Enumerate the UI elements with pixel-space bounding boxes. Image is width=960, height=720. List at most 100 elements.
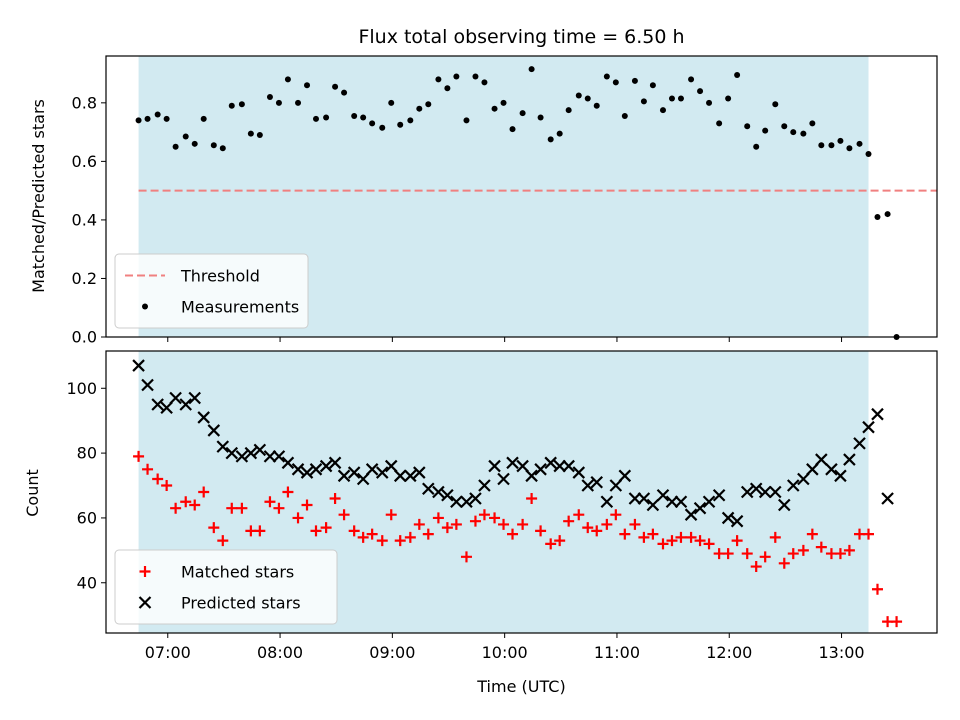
count-series-1-point [684,508,698,521]
ratio-series-0-point [341,89,348,96]
count-series-0-point [806,528,818,540]
count-series-1-point [806,463,819,476]
count-series-1-point [253,443,267,457]
count-series-0-point [703,538,715,550]
count-series-0-point [694,535,706,547]
count-series-1-point [758,485,772,499]
ratio-series-0-point [228,102,235,109]
count-series-1-point [272,450,286,463]
count-series-0-point [629,518,641,530]
ratio-series-0-point [509,126,516,133]
ratio-legend-box [114,253,309,329]
count-series-1-point [309,463,323,476]
ratio-series-0-point [369,120,376,127]
ratio-series-0-point [884,211,891,218]
count-series-1-point [590,475,604,489]
count-series-0-point [142,463,154,475]
ratio-series-0-point [275,99,282,106]
count-series-1-point [834,469,847,483]
x-tick-label: 08:00 [257,643,303,662]
ratio-series-0-point [154,111,161,118]
count-series-1-point [216,440,230,453]
ratio-series-0-point [191,140,198,147]
ratio-series-0-point [416,105,423,112]
count-series-0-point [778,557,790,569]
count-series-0-point [348,525,360,537]
ratio-series-0-point [697,88,704,95]
ratio-series-0-point [247,130,254,137]
count-series-1-point [797,472,810,486]
count-series-0-point [170,502,182,514]
count-series-1-point [365,463,379,476]
count-series-1-point [179,398,193,411]
count-series-0-point [582,522,594,534]
count-series-0-point [871,583,883,595]
ratio-series-0-point [744,123,751,130]
count-series-0-point [320,522,332,534]
count-series-1-point [637,492,651,505]
count-series-1-point [656,488,670,502]
count-legend-label: Predicted stars [181,594,301,613]
count-series-0-point [198,486,210,498]
count-series-1-point [375,466,389,479]
ratio-series-0-point [219,145,226,152]
ratio-series-0-point [435,76,442,83]
ratio-series-0-point [500,99,507,106]
count-series-0-point [366,528,378,540]
count-series-0-point [638,531,650,543]
count-y-tick-label: 100 [66,379,97,398]
count-series-0-point [619,528,631,540]
count-series-1-point [432,485,445,499]
ratio-series-0-point [837,137,844,144]
count-series-1-point [393,469,407,483]
count-series-0-point [591,525,603,537]
count-series-0-point [787,548,799,560]
x-tick-label: 07:00 [145,643,191,662]
ratio-series-0-point [172,143,179,150]
count-series-1-point [525,469,538,483]
ratio-series-0-point [612,79,619,86]
count-series-1-point [853,437,866,450]
ratio-series-0-point [772,101,779,108]
ratio-series-0-point [593,102,600,109]
count-series-0-point [498,518,510,530]
count-series-0-point [413,518,425,530]
count-series-1-point [384,459,398,473]
count-series-1-point [413,466,426,479]
ratio-series-0-point [519,110,526,117]
count-series-1-point [609,479,623,492]
count-series-1-point [244,446,258,460]
count-series-1-point [665,495,679,509]
ratio-series-0-point [491,105,498,112]
count-series-1-point [441,488,454,502]
count-series-0-point [385,509,397,521]
count-series-1-point [347,466,361,479]
count-series-0-point [338,509,350,521]
ratio-series-0-point [631,77,638,84]
count-series-1-point [291,463,305,476]
count-series-0-point [526,492,538,504]
count-series-1-point [786,479,800,492]
ratio-series-0-point [828,142,835,149]
count-legend-label: Matched stars [181,563,294,582]
count-series-1-point [207,424,221,437]
ratio-series-0-point [640,98,647,105]
count-y-tick-label: 60 [77,508,97,527]
count-series-0-point [610,509,622,521]
ratio-series-0-point [818,142,825,149]
count-series-0-point [189,499,201,511]
x-tick-label: 12:00 [706,643,752,662]
x-axis-title: Time (UTC) [476,677,565,696]
ratio-series-0-point [734,72,741,79]
ratio-series-0-point [351,113,358,120]
ratio-series-0-point [284,76,291,83]
ratio-y-axis-title: Matched/Predicted stars [29,99,48,293]
count-series-1-point [506,456,519,470]
count-series-1-point [777,498,791,512]
count-series-0-point [507,528,519,540]
x-tick-label: 09:00 [369,643,415,662]
count-series-1-point [544,456,557,470]
ratio-series-0-point [135,117,142,124]
ratio-panel: 0.00.20.40.60.8 Matched/Predicted stars … [29,55,938,347]
ratio-series-0-point [659,107,666,114]
